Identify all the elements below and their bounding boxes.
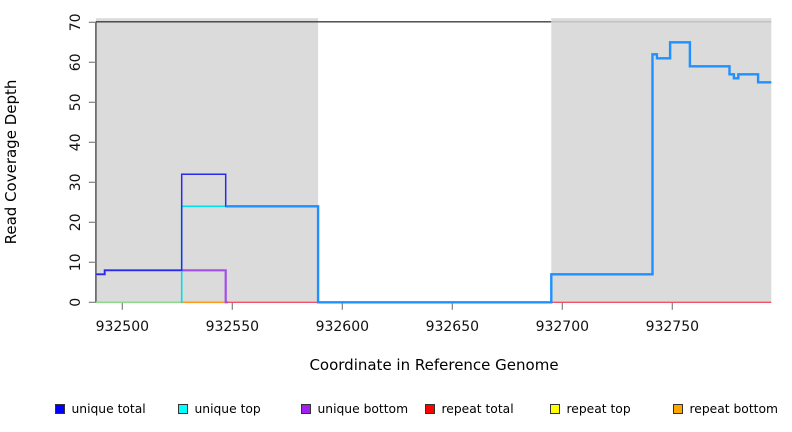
x-tick-label: 932650 <box>426 319 479 335</box>
y-tick-label: 60 <box>68 53 84 71</box>
legend-label: repeat bottom <box>689 402 778 416</box>
x-tick-label: 932500 <box>96 319 149 335</box>
y-tick-label: 10 <box>68 253 84 271</box>
legend-item-unique-total: unique total <box>55 401 146 417</box>
chart-series <box>95 41 772 304</box>
legend-label: unique bottom <box>317 402 409 416</box>
legend-label: unique total <box>71 402 146 416</box>
coverage-chart: 0 10 20 30 40 50 60 70 932500 932550 932600 932650 9… <box>2 13 772 374</box>
x-tick-label: 932750 <box>646 319 699 335</box>
repeat-top-swatch-icon <box>550 404 560 414</box>
y-tick-label: 50 <box>68 93 84 111</box>
x-tick-label: 932700 <box>536 319 589 335</box>
repeat-bottom-swatch-icon <box>673 404 683 414</box>
series-total-coverage <box>225 41 772 304</box>
y-tick-label: 20 <box>68 213 84 231</box>
y-tick-label: 30 <box>68 173 84 191</box>
x-tick-label: 932550 <box>206 319 259 335</box>
legend-item-unique-top: unique top <box>178 401 261 417</box>
legend-label: repeat total <box>441 402 514 416</box>
shaded-repeat-regions <box>95 18 772 303</box>
legend-item-repeat-bottom: repeat bottom <box>673 401 778 417</box>
shaded-region <box>95 18 319 303</box>
unique-top-swatch-icon <box>178 404 188 414</box>
y-axis-title: Read Coverage Depth <box>2 80 20 245</box>
y-tick-label: 40 <box>68 133 84 151</box>
chart-axes: 0 10 20 30 40 50 60 70 932500 932550 932600 932650 9… <box>68 13 772 335</box>
x-tick-label: 932600 <box>316 319 369 335</box>
legend-item-repeat-top: repeat top <box>550 401 631 417</box>
repeat-total-swatch-icon <box>425 404 435 414</box>
y-tick-label: 70 <box>68 13 84 31</box>
legend-item-unique-bottom: unique bottom <box>301 401 408 417</box>
legend-label: unique top <box>194 402 261 416</box>
series-unique-total <box>95 173 228 276</box>
legend-item-repeat-total: repeat total <box>425 401 514 417</box>
x-axis-title: Coordinate in Reference Genome <box>309 356 558 374</box>
shaded-region <box>551 18 772 303</box>
legend-label: repeat top <box>566 402 631 416</box>
unique-bottom-swatch-icon <box>301 404 311 414</box>
unique-total-swatch-icon <box>55 404 65 414</box>
y-tick-label: 0 <box>68 298 84 307</box>
